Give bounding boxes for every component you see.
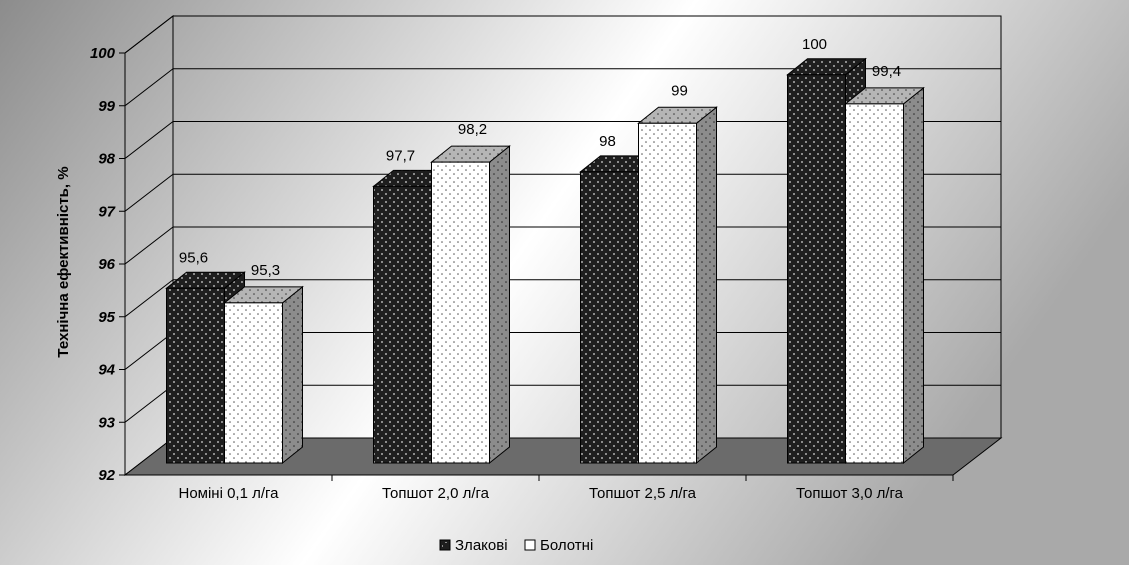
data-label: 97,7 [386, 147, 415, 164]
bar-bolotni [223, 285, 304, 465]
bar-front [166, 287, 225, 464]
y-axis-label: Технічна ефективність, % [55, 166, 72, 357]
x-tick-label: Топшот 2,0 л/га [382, 485, 490, 502]
bar-bolotni [637, 106, 718, 465]
y-tick-label: 97 [98, 203, 115, 220]
legend: Злакові Болотні [439, 537, 593, 554]
legend-swatch-bolotni [524, 539, 536, 551]
data-label: 99 [671, 82, 688, 99]
y-tick-label: 93 [98, 414, 115, 431]
bar-front [638, 122, 697, 464]
bar-side [282, 285, 303, 465]
gridline-side [124, 332, 174, 370]
bar-front [580, 171, 639, 464]
bars [165, 57, 925, 465]
bar-front [431, 161, 490, 464]
bar-front [787, 74, 846, 464]
gridline-side [124, 279, 174, 318]
data-label: 95,6 [179, 249, 208, 266]
gridline-side [124, 226, 174, 265]
gridline-side [124, 384, 174, 423]
y-tick-label: 96 [98, 256, 115, 273]
data-labels: 95,6 95,3 97,7 98,2 98 99 100 99,4 [179, 36, 901, 279]
data-label: 98 [599, 133, 616, 150]
gridline-side [124, 121, 174, 159]
y-tick-label: 99 [98, 98, 115, 115]
legend-label-bolotni: Болотні [540, 537, 593, 554]
gridline-side [124, 173, 174, 212]
y-tick-label: 92 [98, 467, 115, 484]
legend-swatch-zlakovi-fill [442, 542, 448, 548]
bar-front [845, 103, 904, 464]
x-tick-label: Топшот 3,0 л/га [796, 485, 904, 502]
y-tick-label: 95 [98, 309, 115, 326]
data-label: 100 [802, 36, 827, 53]
gridline-side [124, 15, 174, 54]
data-label: 99,4 [872, 63, 901, 80]
data-label: 95,3 [251, 262, 280, 279]
gridline-side [124, 68, 174, 107]
legend-label-zlakovi: Злакові [455, 537, 508, 554]
x-tick-label: Номіні 0,1 л/га [178, 485, 279, 502]
y-tick-label: 94 [98, 362, 115, 379]
bar-bolotni [844, 86, 925, 465]
bar-front [224, 302, 283, 464]
bar-side [903, 86, 924, 465]
bar-side [696, 106, 717, 465]
x-tick-label: Топшот 2,5 л/га [589, 485, 697, 502]
y-tick-label: 98 [98, 151, 115, 168]
bar-bolotni [430, 145, 511, 465]
bar-side [489, 145, 510, 465]
data-label: 98,2 [458, 121, 487, 138]
axes: 92 93 94 95 96 97 98 99 100 Номіні 0,1 л/га Топшот… [90, 45, 954, 502]
y-tick-label: 100 [90, 45, 116, 62]
bar-front [373, 185, 432, 464]
